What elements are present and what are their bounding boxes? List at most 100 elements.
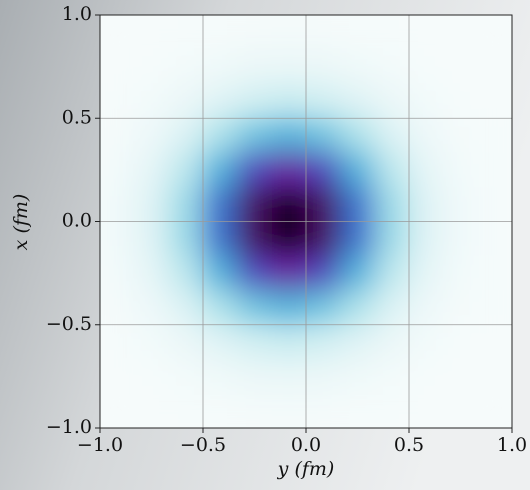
- heatmap-cell: [236, 15, 273, 50]
- heatmap-cell: [442, 358, 479, 395]
- heatmap-cell: [202, 358, 238, 395]
- y-tick-label: −1.0: [46, 416, 92, 438]
- heatmap-cell: [236, 255, 273, 291]
- heatmap-cell: [168, 186, 204, 223]
- heatmap-cell: [305, 83, 341, 119]
- heatmap-cell: [236, 358, 273, 395]
- heatmap-cell: [305, 15, 341, 50]
- heatmap-cell: [236, 393, 273, 428]
- heatmap-cell: [236, 48, 273, 85]
- heatmap-cell: [374, 152, 410, 188]
- y-tick-label: −0.5: [46, 313, 92, 335]
- heatmap-cell: [202, 15, 238, 50]
- heatmap-cell: [339, 393, 376, 428]
- heatmap-cell: [408, 393, 444, 428]
- heatmap-cell: [374, 48, 410, 85]
- heatmap-cell: [236, 117, 273, 154]
- heatmap-cell: [100, 48, 135, 85]
- heatmap-cell: [271, 324, 307, 360]
- heatmap-cell: [305, 393, 341, 428]
- heatmap-cell: [305, 48, 341, 85]
- heatmap-cell: [133, 358, 170, 395]
- heatmap-cell: [477, 220, 512, 257]
- heatmap-cell: [100, 117, 135, 154]
- heatmap-cell: [271, 48, 307, 85]
- heatmap: [100, 15, 512, 428]
- heatmap-cell: [339, 48, 376, 85]
- heatmap-cell: [339, 358, 376, 395]
- heatmap-cell: [100, 324, 135, 360]
- heatmap-cell: [442, 289, 479, 326]
- heatmap-cell: [100, 393, 135, 428]
- heatmap-cell: [100, 83, 135, 119]
- heatmap-cell: [339, 15, 376, 50]
- heatmap-cell: [339, 220, 376, 257]
- heatmap-cell: [202, 186, 238, 223]
- x-tick-label: 1.0: [497, 434, 527, 456]
- heatmap-cell: [305, 358, 341, 395]
- heatmap-cell: [477, 117, 512, 154]
- heatmap-cell: [100, 15, 135, 50]
- heatmap-cell: [271, 358, 307, 395]
- heatmap-cell: [100, 255, 135, 291]
- heatmap-cell: [133, 324, 170, 360]
- heatmap-cell: [477, 358, 512, 395]
- y-tick-label: 0.0: [62, 210, 92, 232]
- heatmap-cell: [374, 324, 410, 360]
- heatmap-cell: [133, 289, 170, 326]
- heatmap-cell: [477, 255, 512, 291]
- heatmap-cell: [236, 289, 273, 326]
- heatmap-cell: [133, 393, 170, 428]
- heatmap-cell: [477, 324, 512, 360]
- heatmap-cell: [477, 83, 512, 119]
- heatmap-cell: [374, 358, 410, 395]
- heatmap-cell: [408, 358, 444, 395]
- heatmap-cell: [202, 48, 238, 85]
- heatmap-cell: [339, 83, 376, 119]
- heatmap-cell: [408, 324, 444, 360]
- heatmap-cell: [374, 15, 410, 50]
- heatmap-cell: [442, 324, 479, 360]
- heatmap-cell: [408, 289, 444, 326]
- heatmap-cell: [168, 255, 204, 291]
- y-tick-label: 0.5: [62, 106, 92, 128]
- heatmap-cell: [168, 83, 204, 119]
- heatmap-cell: [236, 324, 273, 360]
- heatmap-cell: [305, 220, 341, 257]
- heatmap-cell: [408, 186, 444, 223]
- x-axis-label: y (fm): [277, 458, 335, 480]
- heatmap-cell: [442, 255, 479, 291]
- heatmap-cell: [339, 186, 376, 223]
- heatmap-cell: [339, 152, 376, 188]
- heatmap-cell: [202, 289, 238, 326]
- heatmap-cell: [271, 393, 307, 428]
- heatmap-cell: [408, 152, 444, 188]
- heatmap-cell: [202, 83, 238, 119]
- heatmap-cell: [339, 117, 376, 154]
- heatmap-cell: [442, 83, 479, 119]
- x-tick-label: 0.0: [291, 434, 321, 456]
- heatmap-cell: [442, 15, 479, 50]
- heatmap-cell: [168, 358, 204, 395]
- heatmap-cell: [442, 152, 479, 188]
- heatmap-cell: [100, 152, 135, 188]
- heatmap-cell: [374, 289, 410, 326]
- heatmap-cell: [442, 117, 479, 154]
- heatmap-cell: [202, 152, 238, 188]
- heatmap-cell: [374, 186, 410, 223]
- heatmap-cell: [477, 289, 512, 326]
- heatmap-cell: [133, 255, 170, 291]
- heatmap-cell: [271, 15, 307, 50]
- heatmap-cell: [271, 152, 307, 188]
- heatmap-cell: [202, 255, 238, 291]
- plot-frame: [99, 14, 513, 429]
- heatmap-cell: [100, 289, 135, 326]
- heatmap-cell: [374, 393, 410, 428]
- heatmap-cell: [133, 48, 170, 85]
- heatmap-cell: [305, 324, 341, 360]
- heatmap-cell: [305, 152, 341, 188]
- heatmap-cell: [408, 15, 444, 50]
- heatmap-cell: [271, 186, 307, 223]
- heatmap-cell: [442, 48, 479, 85]
- heatmap-cell: [477, 393, 512, 428]
